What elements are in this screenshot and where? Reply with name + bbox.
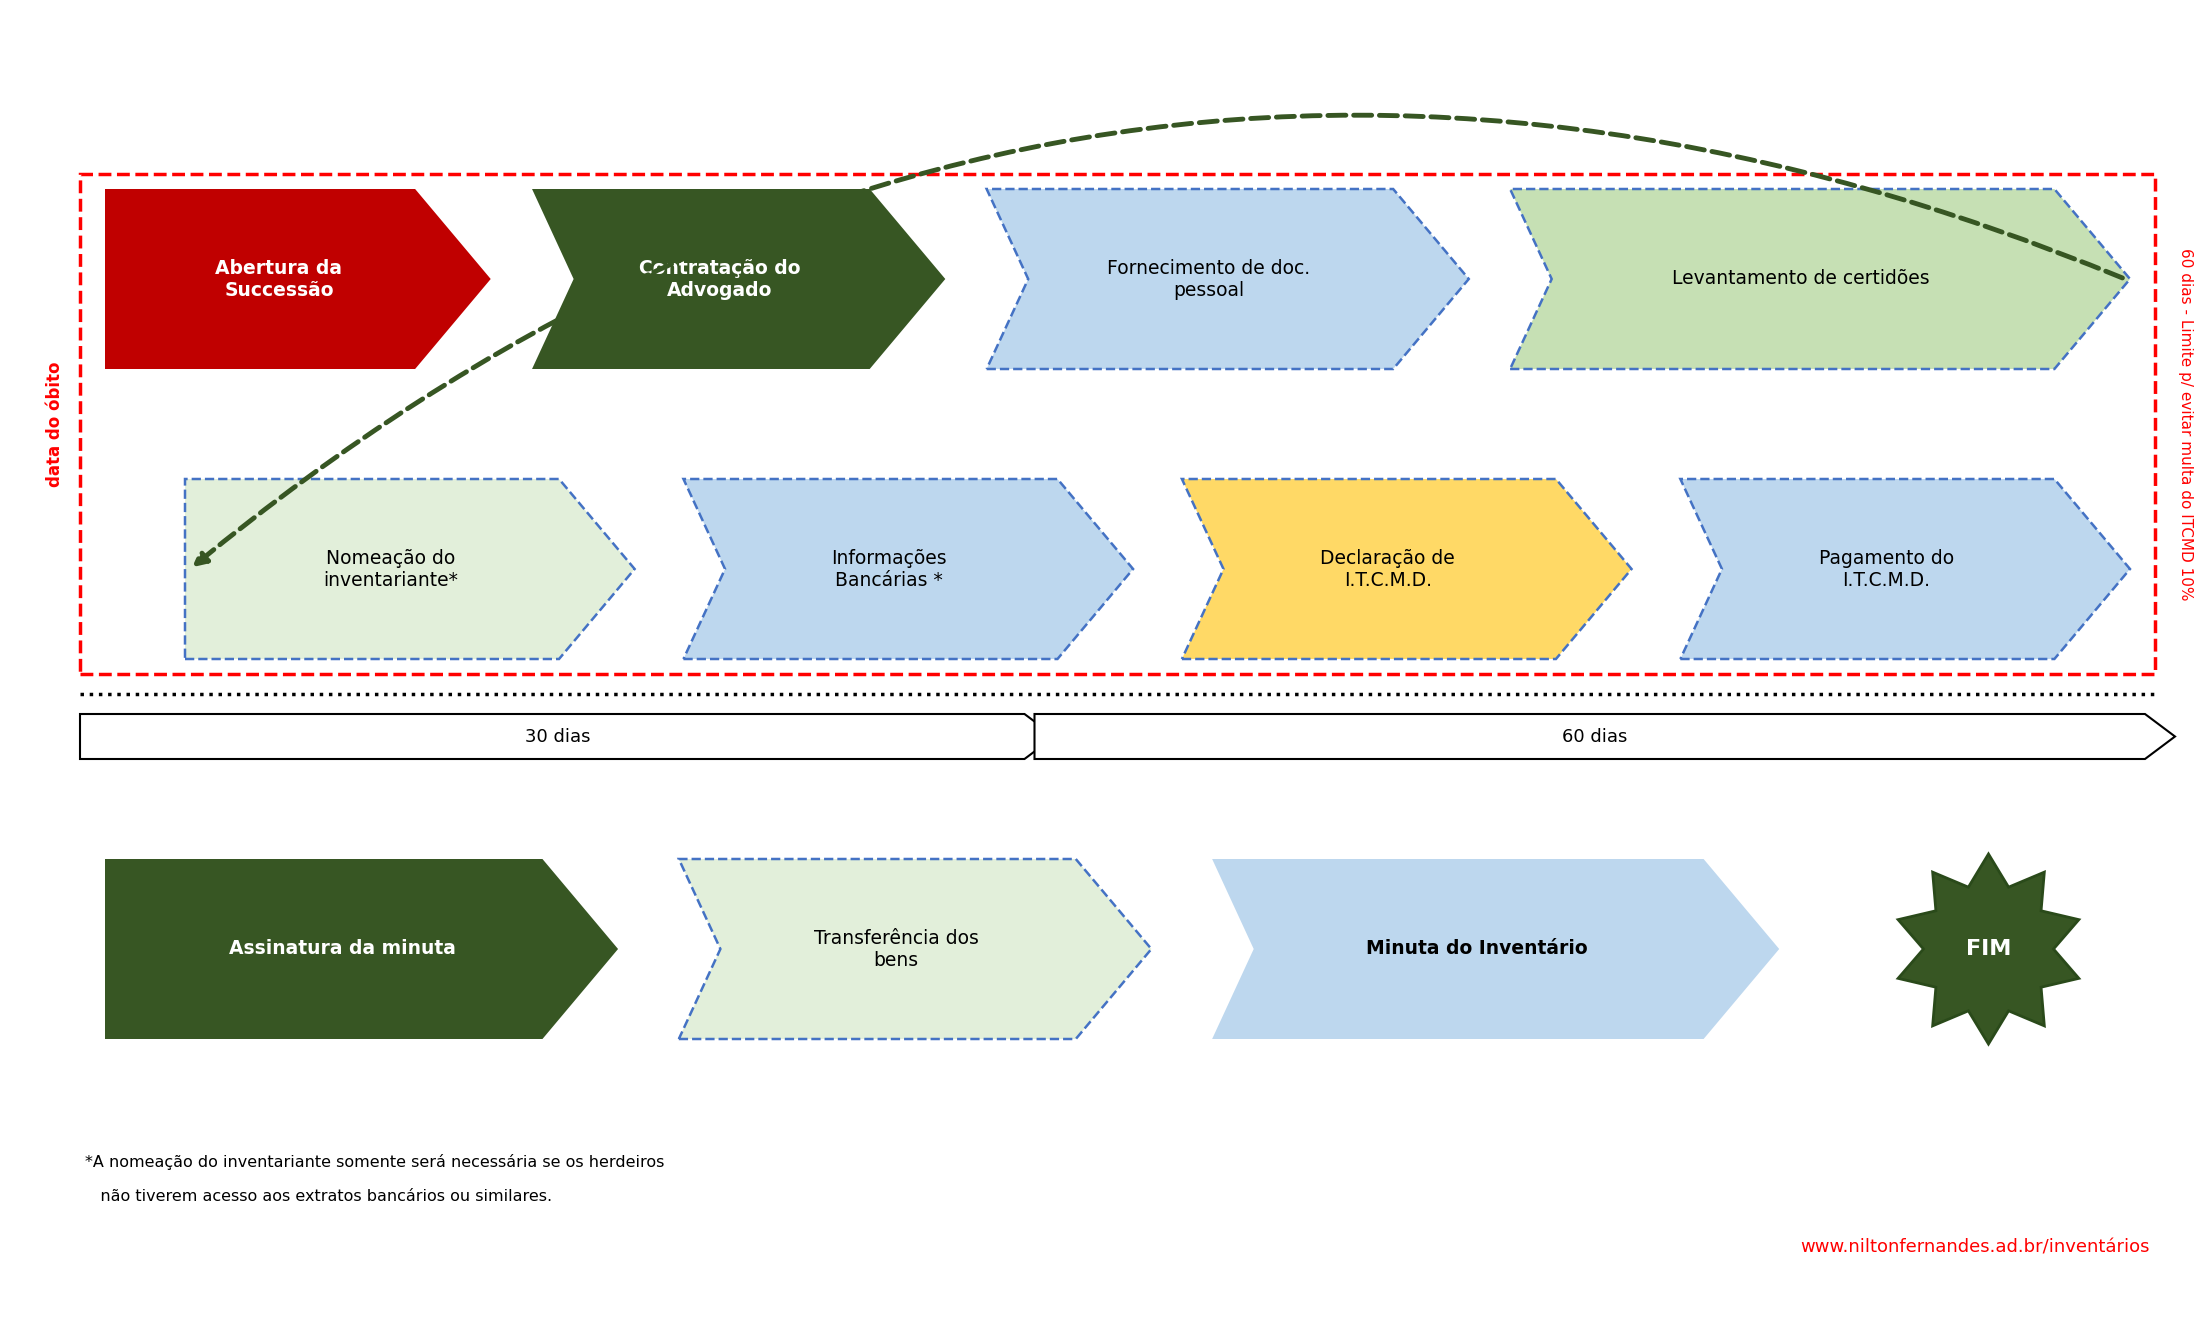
Text: Contratação do
Advogado: Contratação do Advogado	[638, 258, 802, 300]
Text: Abertura da
Successão: Abertura da Successão	[216, 258, 342, 300]
Text: 30 dias: 30 dias	[526, 727, 590, 746]
Polygon shape	[1680, 479, 2131, 659]
Text: Declaração de
I.T.C.M.D.: Declaração de I.T.C.M.D.	[1320, 549, 1455, 589]
Text: data do óbito: data do óbito	[46, 362, 64, 487]
Text: 60 dias: 60 dias	[1561, 727, 1627, 746]
Polygon shape	[1212, 860, 1780, 1039]
Polygon shape	[1510, 189, 2131, 370]
FancyArrow shape	[1036, 714, 2175, 759]
Text: 60 dias - Limite p/ evitar multa do ITCMD 10%: 60 dias - Limite p/ evitar multa do ITCM…	[2177, 248, 2193, 600]
Text: não tiverem acesso aos extratos bancários ou similares.: não tiverem acesso aos extratos bancário…	[84, 1189, 552, 1204]
Polygon shape	[106, 189, 490, 370]
Polygon shape	[1181, 479, 1632, 659]
Text: Fornecimento de doc.
pessoal: Fornecimento de doc. pessoal	[1106, 258, 1309, 300]
Polygon shape	[987, 189, 1468, 370]
Text: Pagamento do
I.T.C.M.D.: Pagamento do I.T.C.M.D.	[1819, 549, 1954, 589]
Text: Levantamento de certidões: Levantamento de certidões	[1671, 269, 1930, 288]
Polygon shape	[1899, 854, 2080, 1044]
Text: Assinatura da minuta: Assinatura da minuta	[230, 940, 457, 959]
Text: *A nomeação do inventariante somente será necessária se os herdeiros: *A nomeação do inventariante somente ser…	[84, 1154, 665, 1170]
Polygon shape	[684, 479, 1133, 659]
Polygon shape	[532, 189, 945, 370]
FancyArrow shape	[79, 714, 1055, 759]
Text: Transferência dos
bens: Transferência dos bens	[815, 928, 978, 969]
Text: Nomeação do
inventariante*: Nomeação do inventariante*	[325, 549, 459, 589]
Text: www.niltonfernandes.ad.br/inventários: www.niltonfernandes.ad.br/inventários	[1800, 1239, 2151, 1257]
Text: Minuta do Inventário: Minuta do Inventário	[1367, 940, 1588, 959]
Polygon shape	[106, 860, 618, 1039]
Text: FIM: FIM	[1965, 939, 2011, 959]
Polygon shape	[185, 479, 634, 659]
Text: Informações
Bancárias *: Informações Bancárias *	[832, 549, 947, 589]
Polygon shape	[678, 860, 1150, 1039]
